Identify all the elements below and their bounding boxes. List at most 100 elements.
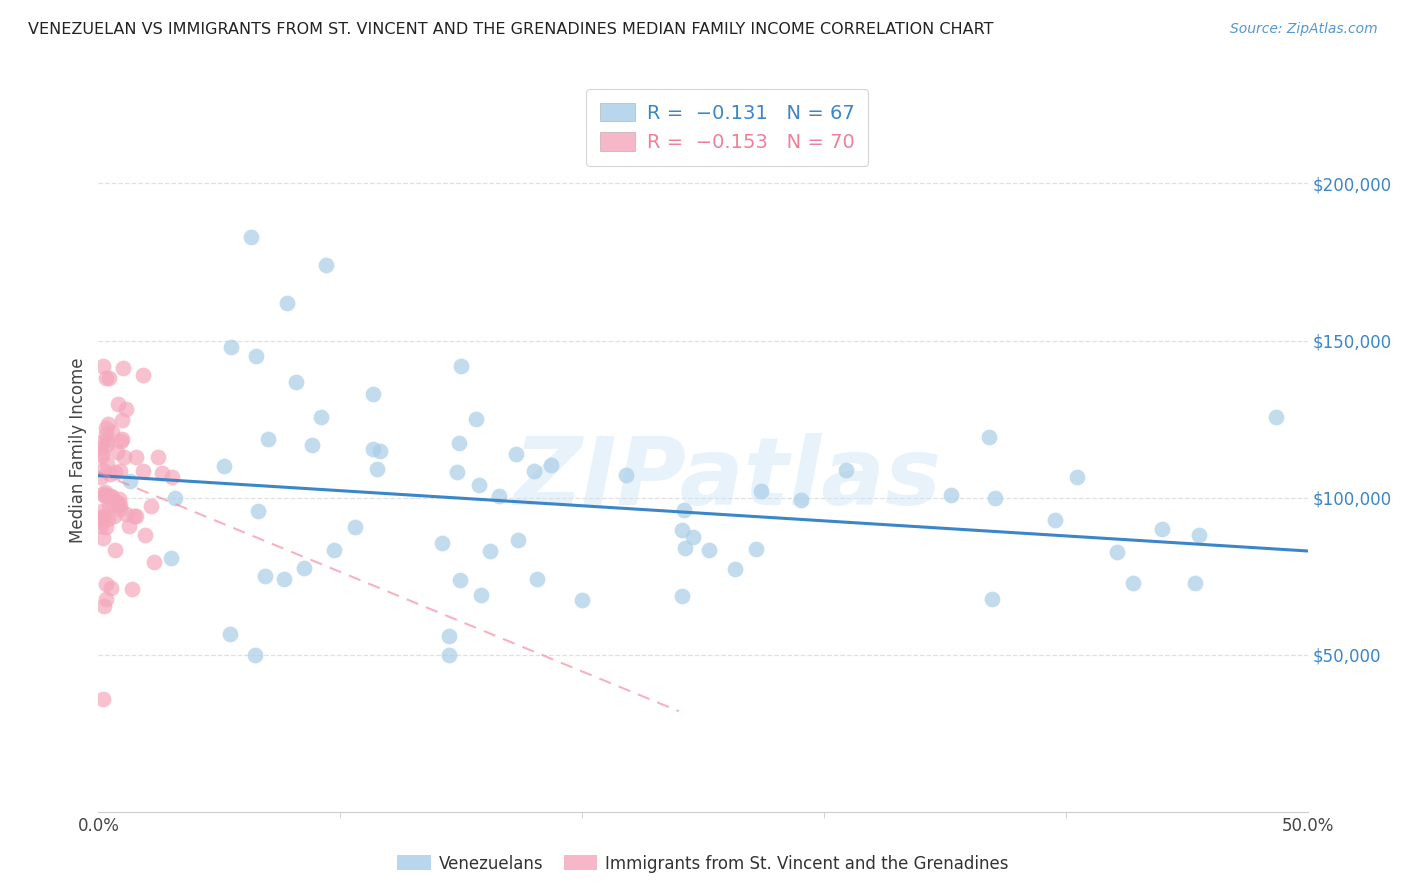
Point xyxy=(91,449,114,463)
Point xyxy=(90,509,112,524)
Point xyxy=(430,536,453,550)
Point xyxy=(366,461,388,475)
Point xyxy=(977,430,1000,444)
Point xyxy=(97,500,120,514)
Point xyxy=(98,467,121,481)
Point xyxy=(121,582,143,596)
Point xyxy=(94,421,117,435)
Point xyxy=(984,491,1007,506)
Point xyxy=(101,491,124,505)
Point xyxy=(150,466,173,480)
Point xyxy=(247,504,270,518)
Point xyxy=(450,359,472,373)
Point xyxy=(301,438,323,452)
Point xyxy=(101,425,124,439)
Point xyxy=(163,491,186,505)
Point xyxy=(91,504,114,518)
Point xyxy=(96,458,118,472)
Point xyxy=(361,386,384,401)
Point xyxy=(94,490,117,504)
Point xyxy=(939,488,962,502)
Point xyxy=(506,533,529,547)
Point xyxy=(94,427,117,442)
Point xyxy=(673,541,696,555)
Point xyxy=(1066,470,1088,484)
Point xyxy=(90,441,112,455)
Point xyxy=(111,361,134,376)
Point xyxy=(104,542,127,557)
Point xyxy=(526,573,548,587)
Point xyxy=(284,375,307,389)
Point xyxy=(115,401,138,416)
Text: Source: ZipAtlas.com: Source: ZipAtlas.com xyxy=(1230,22,1378,37)
Legend: Venezuelans, Immigrants from St. Vincent and the Grenadines: Venezuelans, Immigrants from St. Vincent… xyxy=(391,848,1015,880)
Point xyxy=(97,417,120,432)
Point xyxy=(108,491,131,506)
Point xyxy=(141,499,163,513)
Point xyxy=(697,543,720,558)
Point xyxy=(523,464,546,478)
Point xyxy=(1043,513,1066,527)
Point xyxy=(315,258,337,272)
Point xyxy=(93,509,115,524)
Point xyxy=(323,542,346,557)
Point xyxy=(91,510,114,524)
Point xyxy=(273,572,295,586)
Point xyxy=(94,371,117,385)
Point xyxy=(132,368,155,382)
Point xyxy=(1188,528,1211,542)
Point xyxy=(257,433,280,447)
Point xyxy=(97,371,120,385)
Point xyxy=(94,520,117,534)
Point xyxy=(125,508,148,523)
Point xyxy=(614,468,637,483)
Point xyxy=(276,295,298,310)
Point xyxy=(790,493,813,508)
Point xyxy=(91,691,114,706)
Text: ZIPatlas: ZIPatlas xyxy=(513,434,941,525)
Point xyxy=(125,450,148,464)
Point xyxy=(108,501,131,516)
Point xyxy=(671,523,693,537)
Legend: R =  −0.131   N = 67, R =  −0.153   N = 70: R = −0.131 N = 67, R = −0.153 N = 70 xyxy=(586,89,868,166)
Point xyxy=(468,478,491,492)
Text: VENEZUELAN VS IMMIGRANTS FROM ST. VINCENT AND THE GRENADINES MEDIAN FAMILY INCOM: VENEZUELAN VS IMMIGRANTS FROM ST. VINCEN… xyxy=(28,22,994,37)
Point xyxy=(160,470,183,484)
Point xyxy=(835,463,858,477)
Point xyxy=(134,528,156,542)
Y-axis label: Median Family Income: Median Family Income xyxy=(69,358,87,543)
Point xyxy=(437,629,460,643)
Point xyxy=(239,230,262,244)
Point xyxy=(91,435,114,450)
Point xyxy=(100,490,122,504)
Point xyxy=(100,581,122,595)
Point xyxy=(93,531,115,545)
Point xyxy=(110,464,132,478)
Point xyxy=(439,648,461,662)
Point xyxy=(449,436,471,450)
Point xyxy=(94,487,117,501)
Point xyxy=(108,498,131,512)
Point xyxy=(142,555,165,569)
Point xyxy=(105,494,128,508)
Point xyxy=(118,519,141,533)
Point xyxy=(90,470,112,484)
Point xyxy=(571,593,593,607)
Point xyxy=(160,551,183,566)
Point xyxy=(146,450,169,464)
Point xyxy=(101,496,124,510)
Point xyxy=(93,599,115,613)
Point xyxy=(96,433,118,447)
Point xyxy=(446,465,468,479)
Point xyxy=(368,444,391,458)
Point xyxy=(104,465,127,479)
Point xyxy=(219,626,242,640)
Point xyxy=(91,359,114,373)
Point xyxy=(221,340,243,354)
Point xyxy=(253,568,276,582)
Point xyxy=(96,592,118,607)
Point xyxy=(673,502,696,516)
Point xyxy=(1264,410,1286,425)
Point xyxy=(132,464,155,478)
Point xyxy=(107,498,129,512)
